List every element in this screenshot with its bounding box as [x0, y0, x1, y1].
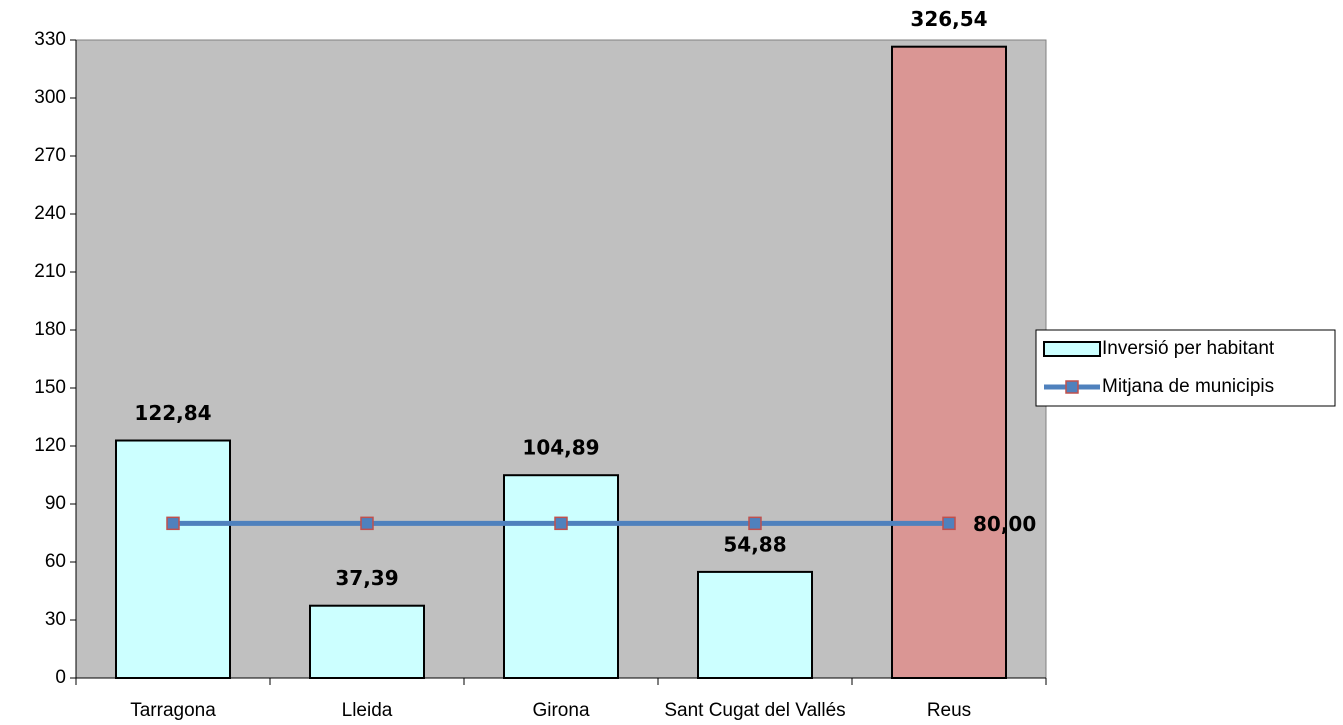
legend-swatch — [1043, 341, 1101, 357]
legend-label: Mitjana de municipis — [1102, 376, 1274, 397]
bar-value-label: 54,88 — [723, 532, 786, 556]
bar-value-label: 104,89 — [522, 436, 599, 460]
y-tick-label: 210 — [34, 261, 66, 282]
x-tick-label: Lleida — [342, 700, 393, 721]
y-tick-label: 270 — [34, 145, 66, 166]
bar — [115, 439, 231, 679]
y-tick-label: 120 — [34, 435, 66, 456]
line-marker — [942, 516, 956, 531]
bar — [891, 45, 1007, 680]
y-tick-label: 60 — [45, 551, 66, 572]
x-tick-label: Girona — [532, 700, 589, 721]
x-tick-label: Sant Cugat del Vallés — [664, 700, 845, 721]
line-marker — [748, 516, 762, 531]
bar-value-label: 37,39 — [335, 566, 398, 590]
y-tick-label: 30 — [45, 609, 66, 630]
y-tick-label: 90 — [45, 493, 66, 514]
line-value-label: 80,00 — [973, 512, 1036, 536]
x-tick-label: Reus — [927, 700, 971, 721]
y-tick-label: 240 — [34, 203, 66, 224]
bar-value-label: 326,54 — [910, 7, 987, 31]
bar — [503, 474, 619, 680]
bar — [697, 570, 813, 680]
y-tick-label: 0 — [55, 667, 66, 688]
bar-value-label: 122,84 — [134, 401, 211, 425]
y-tick-label: 150 — [34, 377, 66, 398]
legend-marker — [1065, 380, 1079, 394]
legend-label: Inversió per habitant — [1102, 338, 1275, 359]
line-marker — [166, 516, 180, 531]
line-marker — [554, 516, 568, 531]
y-tick-label: 180 — [34, 319, 66, 340]
bar — [309, 604, 425, 679]
line-marker — [360, 516, 374, 531]
x-tick-label: Tarragona — [130, 700, 216, 721]
y-tick-label: 300 — [34, 87, 66, 108]
y-tick-label: 330 — [34, 29, 66, 50]
